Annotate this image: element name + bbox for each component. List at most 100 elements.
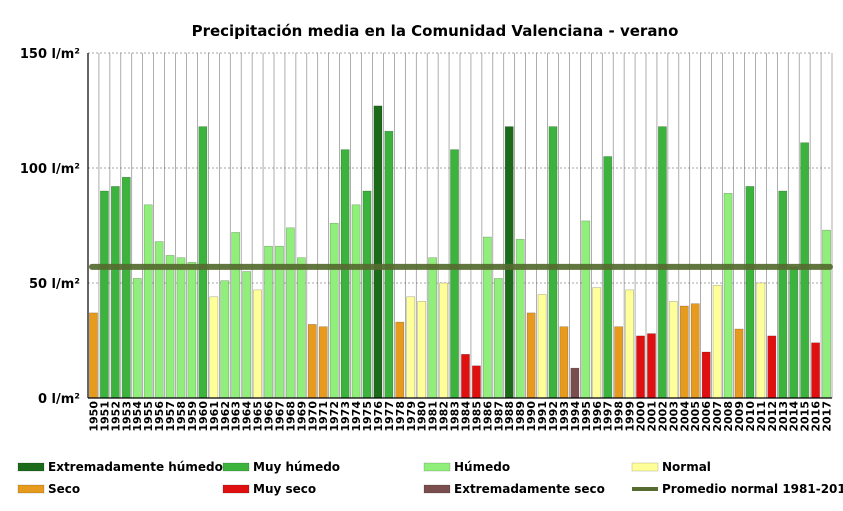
x-tick-label: 2006 [700, 401, 713, 432]
bar-1993 [559, 326, 569, 399]
bar-1984 [461, 354, 470, 399]
legend-label: Normal [662, 460, 711, 474]
bar-1972 [329, 222, 339, 399]
bar-1981 [428, 257, 437, 399]
x-tick-label: 1957 [164, 401, 177, 432]
legend-swatch-es [423, 484, 451, 494]
x-tick-label: 2016 [810, 401, 823, 432]
bar-2005 [690, 303, 700, 399]
y-tick-label: 150 l/m² [20, 47, 80, 62]
x-tick-label: 1984 [459, 401, 472, 432]
x-tick-label: 1980 [416, 401, 429, 432]
x-tick-label: 1993 [558, 401, 571, 432]
bar-2012 [767, 335, 777, 399]
bar-2011 [756, 282, 766, 399]
x-tick-label: 1986 [481, 401, 494, 432]
legend-label: Muy seco [253, 482, 316, 496]
bar-1994 [570, 367, 580, 399]
bar-1959 [187, 262, 197, 399]
bar-1952 [111, 186, 120, 399]
bar-1973 [340, 149, 350, 399]
bar-2014 [789, 266, 799, 399]
x-tick-label: 2013 [777, 401, 790, 432]
bar-1995 [581, 220, 591, 399]
x-tick-label: 1967 [273, 401, 286, 432]
bar-1986 [483, 236, 492, 399]
bar-1971 [318, 326, 328, 399]
bar-1978 [395, 321, 405, 399]
x-tick-label: 1977 [383, 401, 396, 432]
bar-2006 [701, 351, 711, 399]
x-tick-label: 1959 [186, 401, 199, 432]
x-tick-label: 2004 [678, 401, 691, 432]
x-tick-label: 1985 [470, 401, 483, 432]
x-tick-label: 2009 [733, 401, 746, 432]
bar-1979 [406, 296, 416, 399]
x-tick-label: 1978 [394, 401, 407, 432]
bar-1992 [548, 126, 558, 399]
x-tick-label: 1991 [536, 401, 549, 432]
x-tick-label: 1960 [197, 401, 210, 432]
legend-swatch-h [423, 462, 451, 472]
bar-1970 [307, 324, 317, 399]
x-tick-label: 1965 [252, 401, 265, 432]
chart-title: Precipitación media en la Comunidad Vale… [192, 22, 679, 40]
y-tick-label: 100 l/m² [20, 162, 80, 177]
bar-1963 [231, 232, 241, 399]
x-tick-label: 1975 [361, 401, 374, 432]
x-tick-label: 1988 [503, 401, 516, 432]
x-tick-label: 1972 [328, 401, 341, 432]
legend-label: Promedio normal 1981-2010 [662, 482, 843, 496]
x-tick-label: 2010 [744, 401, 757, 432]
bar-1980 [417, 301, 427, 399]
x-tick-label: 1952 [109, 401, 122, 432]
x-tick-label: 2011 [755, 401, 768, 432]
legend-swatch-n [631, 462, 659, 472]
x-tick-label: 1997 [602, 401, 615, 432]
bar-1998 [614, 326, 623, 399]
bar-2013 [778, 190, 788, 399]
gridlines [87, 52, 833, 398]
x-tick-label: 1964 [241, 401, 254, 432]
x-tick-label: 1963 [230, 401, 243, 432]
x-tick-label: 1971 [317, 401, 330, 432]
x-tick-label: 2014 [788, 401, 801, 432]
x-tick-label: 2002 [656, 401, 669, 432]
bar-1989 [515, 239, 525, 399]
bar-1999 [625, 289, 634, 399]
x-tick-label: 1990 [525, 401, 538, 432]
legend-swatch-mh [222, 462, 250, 472]
x-tick-label: 1982 [438, 401, 451, 432]
x-tick-label: 1973 [339, 401, 352, 432]
bar-2015 [800, 142, 809, 399]
bar-1976 [373, 105, 383, 399]
bar-1965 [253, 289, 262, 399]
bar-1997 [603, 156, 613, 399]
axes [87, 53, 832, 399]
legend: Extremadamente húmedo Muy húmedo Húmedo Nor… [17, 460, 843, 496]
x-tick-label: 1954 [131, 401, 144, 432]
x-tick-label: 1958 [175, 401, 188, 432]
legend-swatch-s [17, 484, 45, 494]
x-tick-label: 1956 [153, 401, 166, 432]
x-tick-label: 1999 [624, 401, 637, 432]
x-tick-label: 1961 [208, 401, 221, 432]
x-tick-label: 2005 [689, 401, 702, 432]
bar-1969 [297, 257, 306, 399]
bar-1985 [472, 365, 481, 399]
bar-2001 [647, 333, 656, 399]
x-tick-label: 1995 [580, 401, 593, 432]
bar-2017 [822, 229, 831, 399]
bar-1983 [450, 149, 459, 399]
bar-2004 [679, 305, 689, 399]
bar-2009 [734, 328, 744, 399]
bar-2016 [811, 342, 820, 399]
x-tick-label: 1974 [350, 401, 363, 432]
y-tick-label: 50 l/m² [29, 277, 80, 292]
x-tick-label: 1955 [142, 401, 155, 432]
legend-swatch-eh [17, 462, 45, 472]
x-tick-label: 1998 [613, 401, 626, 432]
x-tick-label: 1992 [547, 401, 560, 432]
